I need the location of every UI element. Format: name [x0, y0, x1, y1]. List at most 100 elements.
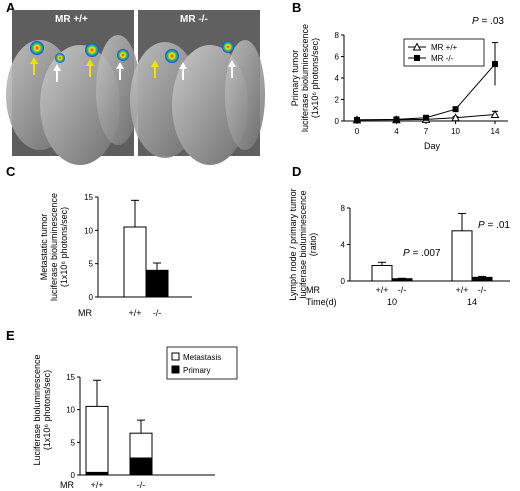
bioluminescence-signal: [117, 49, 129, 61]
data-point: [423, 114, 429, 121]
yellow-arrow-icon: [30, 57, 38, 75]
panel-label-d: D: [292, 164, 301, 179]
x-tick-label: 7: [424, 127, 429, 136]
bioluminescence-signal: [165, 49, 179, 63]
p-value: P = .03: [472, 16, 504, 27]
x-tick-label: +/+: [90, 480, 103, 490]
data-point: [451, 113, 460, 122]
y-tick-label: 8: [341, 204, 346, 213]
photo-mr-wt: MR +/+: [6, 10, 140, 165]
chart-c: 0 5 10 15 Metastatic tumor luciferase biolumi…: [39, 193, 192, 318]
y-tick-label: 2: [335, 96, 340, 105]
bar-segment: [129, 457, 153, 476]
photo-label-ko: MR -/-: [180, 14, 208, 25]
bar: [371, 264, 393, 282]
white-arrow-icon: [179, 62, 187, 80]
x-tick-label: 10: [451, 127, 460, 136]
y-tick-label: 0: [341, 277, 346, 286]
bioluminescence-signal: [222, 41, 234, 53]
x-tick-label: +/+: [375, 285, 388, 295]
legend-entry: MR -/-: [431, 54, 454, 63]
bar: [471, 276, 493, 282]
y-axis-label: luciferase bioluminescence: [300, 24, 310, 132]
photo-mr-ko: MR -/-: [130, 10, 265, 165]
y-axis-label: luciferase bioluminescence: [298, 190, 308, 298]
white-arrow-icon: [116, 62, 124, 80]
photo-label-wt: MR +/+: [55, 14, 88, 25]
row-label: Time(d): [306, 297, 337, 307]
bioluminescence-signal: [30, 41, 44, 55]
bar-segment: [129, 432, 153, 459]
bar-segment: [85, 405, 109, 473]
bar: [391, 278, 413, 282]
legend-box: [166, 346, 238, 380]
y-axis-label: Primary tumor: [290, 50, 300, 107]
data-point: [354, 116, 360, 123]
yellow-arrow-icon: [151, 60, 159, 78]
bar: [123, 226, 147, 298]
y-axis-label: (1x10⁶ photons/sec): [42, 370, 52, 450]
time-label: 10: [387, 297, 397, 307]
x-tick-label: +/+: [455, 285, 468, 295]
y-tick-label: 0: [335, 117, 340, 126]
y-axis-label: (ratio): [308, 233, 318, 257]
yellow-arrow-icon: [86, 59, 94, 77]
x-tick-label: 0: [355, 127, 360, 136]
panel-label-c: C: [6, 164, 16, 179]
legend-marker: [414, 55, 420, 61]
category-prefix: MR: [78, 308, 92, 318]
x-tick-label: -/-: [398, 285, 407, 295]
y-tick-label: 5: [71, 438, 76, 447]
legend-swatch: [171, 352, 180, 361]
y-axis-label: Metastatic tumor: [39, 214, 49, 281]
y-tick-label: 4: [335, 74, 340, 83]
data-point: [492, 61, 498, 68]
legend-entry: Metastasis: [183, 353, 221, 362]
y-axis-label: Luciferase bioluminescence: [32, 354, 42, 465]
series-line: [356, 63, 496, 121]
x-tick-label: -/-: [478, 285, 487, 295]
y-tick-label: 5: [89, 260, 94, 269]
legend-entry: Primary: [183, 366, 211, 375]
y-tick-label: 10: [66, 406, 75, 415]
chart-d: 0 4 8 Lymph node / primary tumor luciferase …: [288, 188, 510, 307]
x-tick-label: 14: [491, 127, 500, 136]
bioluminescence-signal: [85, 43, 99, 57]
y-tick-label: 8: [335, 31, 340, 40]
y-tick-label: 15: [84, 193, 93, 202]
bar: [145, 269, 169, 298]
legend-swatch: [171, 365, 180, 374]
x-tick-label: -/-: [153, 308, 162, 318]
y-tick-label: 10: [84, 226, 93, 235]
y-tick-label: 4: [341, 241, 346, 250]
time-label: 14: [467, 297, 477, 307]
bioluminescence-signal: [55, 53, 65, 63]
data-point: [452, 106, 459, 113]
y-axis-label: (1x10⁶ photons/sec): [310, 38, 320, 118]
y-axis-label: (1x10⁶ photons/sec): [59, 207, 69, 287]
p-value: P = .01: [478, 220, 510, 231]
x-tick-label: +/+: [128, 308, 141, 318]
y-axis-label: Lymph node / primary tumor: [288, 188, 298, 300]
chart-b: 0 2 4 6 8 0 4 7 10 14 Day Primary tumor luciferase b…: [290, 16, 508, 151]
chart-e: 0 5 10 15 Luciferase bioluminescence (1x10⁶ p…: [32, 346, 238, 490]
y-tick-label: 0: [89, 293, 94, 302]
p-value: P = .007: [403, 248, 441, 259]
y-tick-label: 0: [71, 471, 76, 480]
legend-marker: [412, 42, 422, 51]
y-axis-label: luciferase bioluminescence: [49, 193, 59, 301]
white-arrow-icon: [228, 60, 236, 78]
data-point: [393, 116, 400, 123]
y-tick-label: 6: [335, 53, 340, 62]
x-tick-label: 4: [394, 127, 399, 136]
legend-entry: MR +/+: [431, 43, 458, 52]
panel-label-a: A: [6, 0, 16, 15]
x-axis-label: Day: [424, 141, 441, 151]
y-tick-label: 15: [66, 373, 75, 382]
panel-label-b: B: [292, 0, 301, 15]
x-tick-label: -/-: [137, 480, 146, 490]
panel-label-e: E: [6, 328, 15, 343]
white-arrow-icon: [53, 64, 61, 82]
data-point: [490, 109, 500, 119]
